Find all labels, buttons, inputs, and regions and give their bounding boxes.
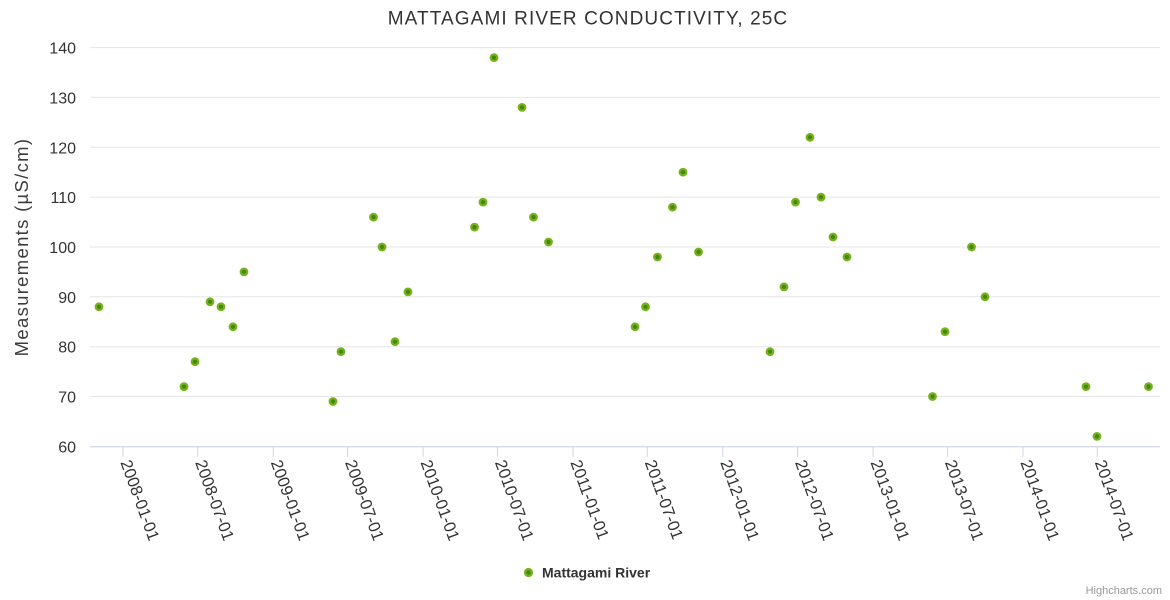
svg-text:80: 80 (58, 340, 76, 357)
svg-text:Measurements (µS/cm): Measurements (µS/cm) (11, 138, 32, 357)
svg-text:140: 140 (49, 41, 76, 58)
svg-text:70: 70 (58, 390, 76, 407)
svg-text:90: 90 (58, 290, 76, 307)
svg-text:Highcharts.com: Highcharts.com (1086, 585, 1162, 597)
svg-text:110: 110 (50, 190, 76, 207)
svg-text:MATTAGAMI RIVER CONDUCTIVITY,: MATTAGAMI RIVER CONDUCTIVITY, 25C (388, 9, 789, 30)
svg-text:60: 60 (58, 439, 76, 456)
svg-text:Mattagami River: Mattagami River (542, 565, 651, 581)
svg-text:120: 120 (49, 140, 76, 157)
svg-text:100: 100 (49, 240, 76, 257)
svg-text:130: 130 (49, 90, 76, 107)
